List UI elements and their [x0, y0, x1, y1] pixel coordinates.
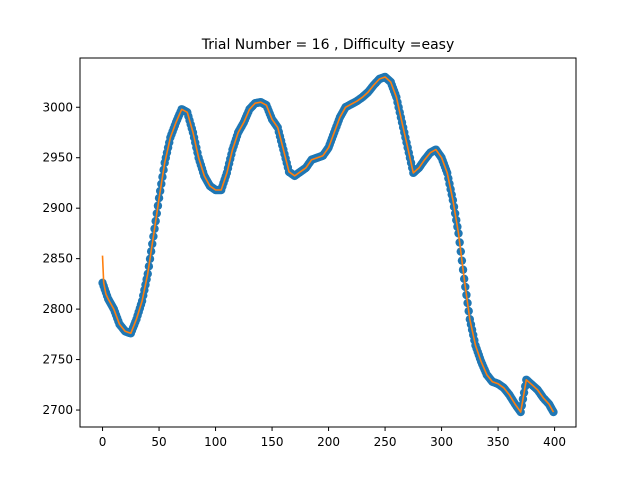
series-line: [101, 76, 555, 413]
x-tick-label: 100: [204, 435, 227, 449]
y-tick-label: 2750: [42, 353, 73, 367]
x-tick-label: 350: [487, 435, 510, 449]
x-axis: 0 50 100 150 200 250 300 350 400: [99, 427, 566, 449]
x-tick-label: 50: [151, 435, 166, 449]
x-tick-label: 150: [261, 435, 284, 449]
y-axis: 2700 2750 2800 2850 2900 2950 3000: [42, 100, 80, 417]
y-tick-label: 2900: [42, 201, 73, 215]
series-layer: [98, 72, 558, 417]
y-tick-label: 2850: [42, 252, 73, 266]
x-tick-label: 200: [317, 435, 340, 449]
y-tick-label: 2800: [42, 302, 73, 316]
chart-title: Trial Number = 16 , Difficulty =easy: [201, 37, 455, 53]
y-tick-label: 2950: [42, 151, 73, 165]
plot-frame: [79, 57, 577, 428]
x-tick-label: 400: [543, 435, 566, 449]
x-tick-label: 250: [374, 435, 397, 449]
y-tick-label: 3000: [42, 100, 73, 114]
plot-area: [80, 58, 576, 427]
x-tick-label: 300: [430, 435, 453, 449]
y-tick-label: 2700: [42, 403, 73, 417]
x-tick-label: 0: [99, 435, 107, 449]
